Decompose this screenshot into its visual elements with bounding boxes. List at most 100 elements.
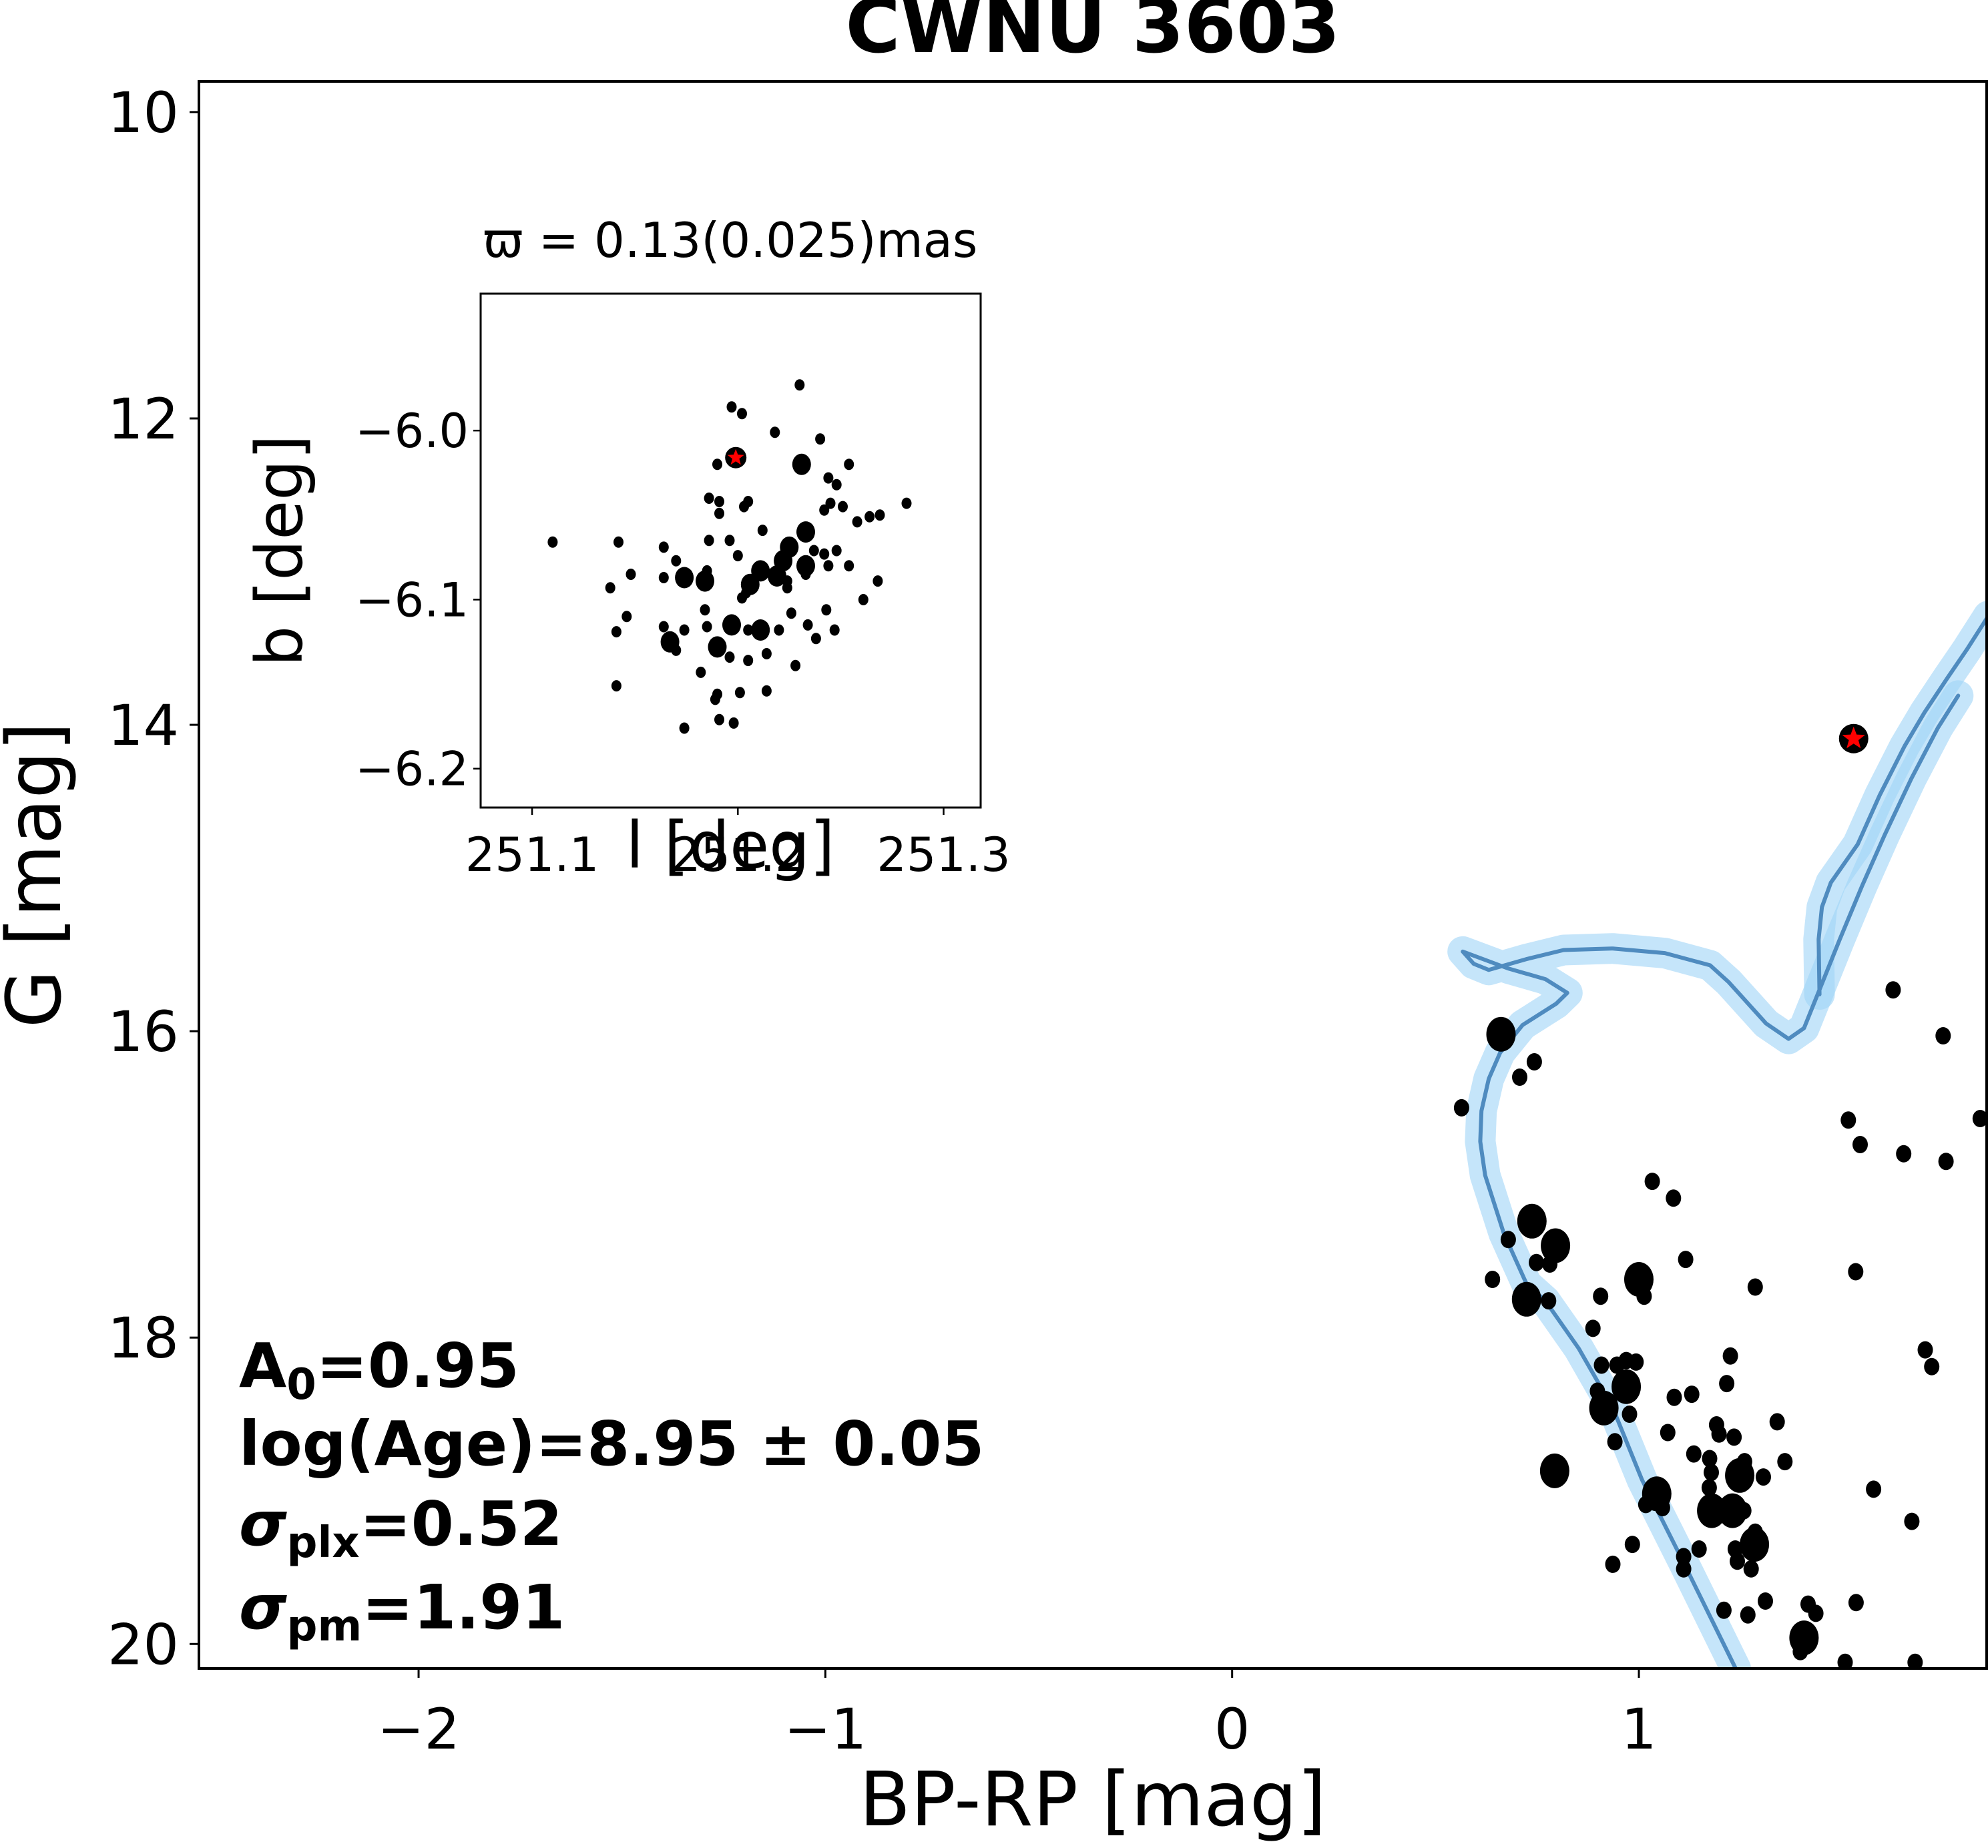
cmd-point — [1719, 1375, 1735, 1393]
isochrone-branch-line — [1816, 615, 1987, 996]
inset-x-tick-label: 251.2 — [671, 828, 804, 882]
x-tick-label: −1 — [784, 1697, 866, 1762]
cmd-point — [1758, 1592, 1773, 1610]
inset-x-tick-label: 251.1 — [465, 828, 599, 882]
inset-point — [726, 401, 737, 413]
y-tick-label: 20 — [107, 1612, 179, 1677]
cmd-point — [1972, 1110, 1987, 1127]
inset-point — [823, 472, 834, 484]
cmd-point — [1453, 1099, 1469, 1117]
cmd-point — [1638, 1496, 1654, 1514]
cmd-point — [1769, 1413, 1785, 1431]
inset-point — [821, 604, 832, 616]
inset-point — [724, 535, 735, 547]
cmd-point — [1885, 981, 1901, 999]
cmd-point — [1777, 1453, 1793, 1471]
cmd-point — [1666, 1388, 1682, 1406]
inset-point — [547, 536, 558, 548]
a0-value: =0.95 — [316, 1330, 519, 1402]
cmd-point — [1676, 1560, 1692, 1578]
a0-label: A — [239, 1330, 286, 1402]
inset-point — [782, 582, 792, 594]
inset-point — [796, 555, 815, 577]
inset-y-tick-label: −6.0 — [355, 404, 469, 458]
cmd-point — [1704, 1464, 1719, 1482]
inset-point — [767, 565, 786, 587]
inset-point — [613, 536, 624, 548]
cmd-point — [1500, 1231, 1516, 1249]
cmd-point — [1624, 1536, 1640, 1554]
main-plot-area: −2 −1 0 1 10 12 14 16 18 20 — [107, 80, 1988, 1762]
cmd-point — [1701, 1479, 1717, 1497]
highlight-star-icon — [1842, 726, 1865, 749]
age-annotation: log(Age)=8.95 ± 0.05 — [239, 1408, 984, 1480]
cmd-point — [1718, 1493, 1748, 1528]
cmd-point — [1917, 1341, 1933, 1359]
x-axis-ticks: −2 −1 0 1 — [377, 1668, 1657, 1762]
cmd-point — [1907, 1653, 1923, 1668]
cmd-point — [1676, 1548, 1692, 1566]
inset-point — [658, 541, 669, 553]
cmd-point — [1726, 1428, 1742, 1446]
inset-point — [831, 545, 842, 557]
cmd-point — [1593, 1287, 1609, 1305]
cmd-point — [1730, 1552, 1745, 1570]
cmd-point — [1852, 1136, 1868, 1153]
inset-point — [831, 479, 842, 491]
cmd-point — [1740, 1527, 1770, 1562]
inset-point — [761, 685, 772, 697]
cmd-point — [1529, 1253, 1544, 1271]
x-tick-label: 1 — [1621, 1697, 1656, 1762]
y-tick-label: 12 — [107, 386, 179, 452]
cmd-point — [1611, 1369, 1642, 1404]
inset-point — [611, 626, 622, 638]
cmd-point — [1585, 1319, 1601, 1337]
sigma-plx-annotation: σplx=0.52 — [239, 1488, 563, 1568]
cmd-point — [1711, 1425, 1727, 1443]
sigma-pm-value: =1.91 — [362, 1572, 565, 1643]
inset-point — [810, 633, 821, 645]
cmd-point — [1644, 1173, 1660, 1191]
cmd-point — [1725, 1458, 1755, 1493]
inset-x-axis-ticks: 251.1 251.2 251.3 — [465, 808, 1011, 882]
cmd-point — [1517, 1203, 1547, 1239]
sigma-pm-annotation: σpm=1.91 — [239, 1572, 565, 1651]
inset-point — [728, 717, 739, 729]
inset-point — [844, 458, 854, 471]
inset-point — [761, 648, 772, 659]
cmd-points — [1453, 981, 1987, 1668]
inset-point — [696, 666, 706, 678]
inset-point — [622, 611, 632, 623]
inset-point — [794, 379, 805, 391]
cmd-point — [1702, 1450, 1718, 1468]
inset-point — [790, 659, 801, 671]
inset-point — [802, 619, 813, 631]
inset-point — [702, 621, 712, 633]
inset-x-axis-label: l [deg] — [626, 808, 834, 883]
main-axes-frame — [198, 80, 1988, 1670]
inset-point — [792, 453, 811, 475]
y-tick-label: 16 — [107, 999, 179, 1064]
inset-point — [796, 521, 815, 543]
inset-point — [757, 525, 768, 537]
inset-point — [737, 408, 747, 420]
inset-point — [658, 572, 669, 583]
inset-y-axis-label: b [deg] — [242, 434, 317, 666]
inset-point — [743, 655, 754, 667]
cmd-point — [1840, 1111, 1856, 1129]
cmd-point — [1747, 1278, 1763, 1296]
cmd-point — [1542, 1255, 1558, 1273]
cmd-point — [1722, 1347, 1738, 1365]
cmd-point — [1935, 1027, 1951, 1044]
inset-point — [710, 693, 720, 705]
inset-point — [675, 567, 694, 589]
cmd-point — [1848, 1263, 1864, 1281]
sigma-plx-subscript: plx — [287, 1518, 360, 1568]
cmd-point — [1924, 1357, 1940, 1375]
inset-point — [714, 713, 724, 725]
cmd-point — [1607, 1433, 1623, 1451]
inset-point — [712, 458, 722, 471]
inset-point — [626, 569, 636, 580]
x-axis-label: BP-RP [mag] — [859, 1757, 1326, 1843]
inset-point — [838, 501, 848, 513]
